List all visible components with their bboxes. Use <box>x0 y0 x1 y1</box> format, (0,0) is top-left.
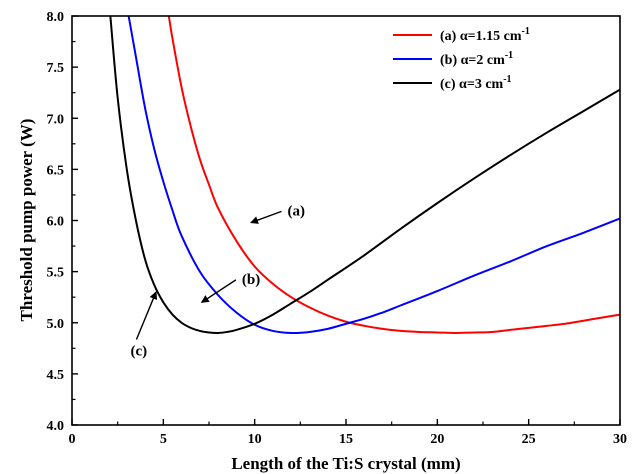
y-tick-label: 8.0 <box>47 10 65 25</box>
x-tick-label: 20 <box>430 432 444 447</box>
annotation-label: (b) <box>242 272 260 288</box>
y-tick-label: 6.0 <box>47 215 65 230</box>
tick-layer: 0 5 10 15 20 25 30 4.0 4.5 5.0 5.5 6.0 6.5 7.0 7.5 8.0 <box>47 10 628 447</box>
y-tick-label: 5.5 <box>47 266 65 281</box>
x-tick-label: 10 <box>248 432 262 447</box>
plot-frame <box>71 15 621 426</box>
y-tick-label: 4.5 <box>47 368 65 383</box>
legend-entry-b: (b) α=2 cm-1 <box>440 50 513 68</box>
y-tick-label: 6.5 <box>47 163 65 178</box>
x-axis-label: Length of the Ti:S crystal (mm) <box>231 454 460 473</box>
legend-entry-c: (c) α=3 cm-1 <box>440 74 512 92</box>
annotation-arrow <box>135 291 158 340</box>
annotation-label: (a) <box>288 203 306 219</box>
series-line-c <box>109 16 620 334</box>
x-tick-label: 5 <box>160 432 167 447</box>
legend: (a) α=1.15 cm-1 (b) α=2 cm-1 (c) α=3 cm-1 <box>393 26 530 92</box>
annotation-label: (c) <box>130 343 147 359</box>
legend-entry-a: (a) α=1.15 cm-1 <box>440 26 530 44</box>
annotation-arrow <box>200 279 237 303</box>
x-tick-label: 25 <box>522 432 536 447</box>
x-tick-label: 30 <box>613 432 627 447</box>
series-layer <box>109 16 620 335</box>
series-line-b <box>127 16 620 335</box>
series-line-a <box>167 16 620 334</box>
y-tick-label: 5.0 <box>47 317 65 332</box>
x-tick-label: 15 <box>339 432 353 447</box>
x-tick-label: 0 <box>69 432 76 447</box>
annotation-arrow <box>250 210 282 224</box>
y-tick-label: 4.0 <box>47 419 65 434</box>
annotation-layer: (a) (b) (c) <box>130 203 305 359</box>
y-axis-label: Threshold pump power (W) <box>17 119 36 322</box>
y-tick-label: 7.5 <box>47 61 65 76</box>
y-tick-label: 7.0 <box>47 112 65 127</box>
